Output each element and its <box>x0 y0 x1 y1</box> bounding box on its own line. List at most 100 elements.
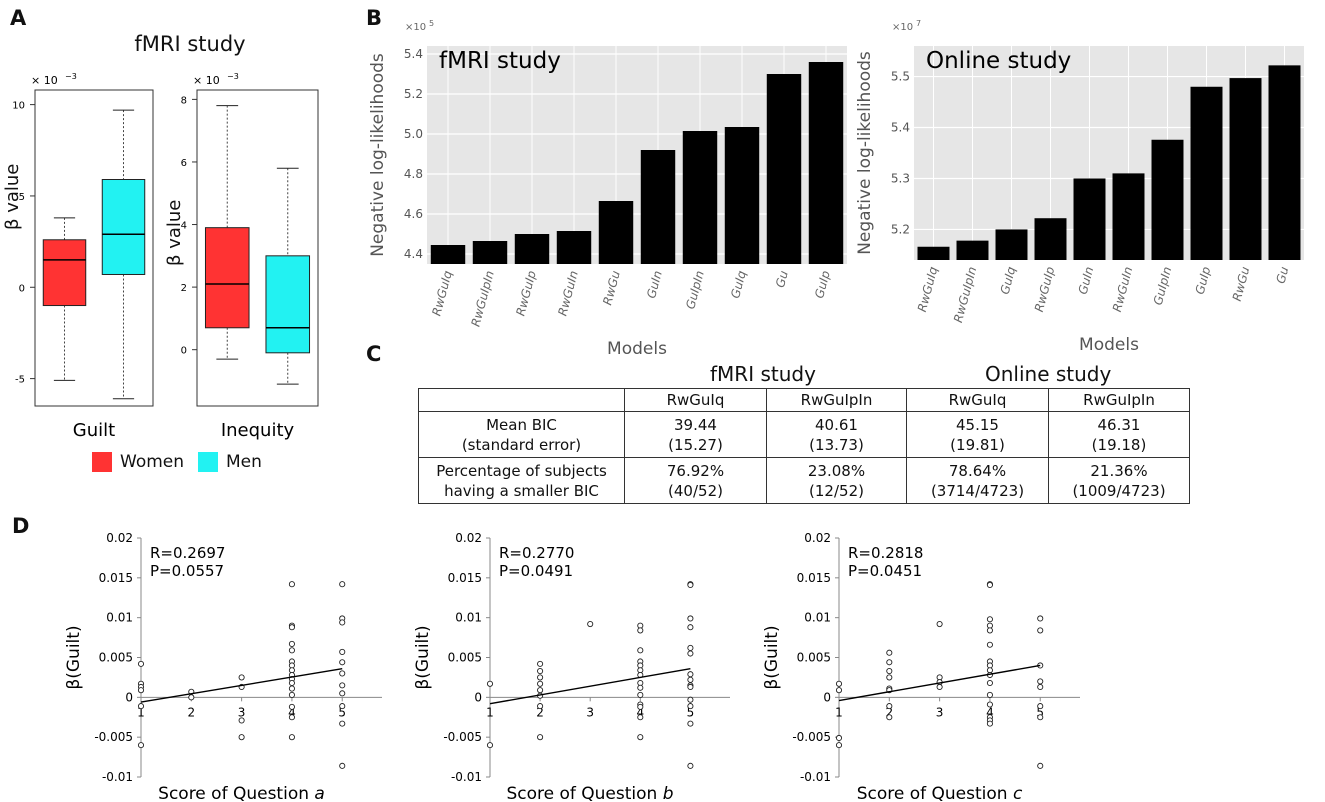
x-tick-label: 5 <box>338 705 346 719</box>
data-point <box>288 658 295 665</box>
bar-RwGuIpIn <box>956 240 989 260</box>
x-tick-label: RwGuIp <box>513 269 539 318</box>
bar-RwGuIp <box>514 234 550 264</box>
data-point <box>288 675 295 683</box>
table-header-cell: RwGuIq <box>624 388 767 412</box>
plot-background <box>427 46 847 264</box>
x-tick-label: RwGuIq <box>915 265 941 314</box>
plot-frame <box>34 89 154 407</box>
bar-GuIp <box>808 62 844 264</box>
y-tick-label: 0 <box>181 346 187 357</box>
data-point <box>537 692 544 699</box>
data-point <box>936 683 943 691</box>
data-point <box>687 720 694 727</box>
x-tick-label: RwGuIq <box>429 269 455 318</box>
correlation-r: R=0.2697 <box>150 544 225 562</box>
data-point <box>188 688 195 695</box>
bar-GuIn <box>640 150 676 264</box>
panel-a-ylabel-inequity: β value <box>164 199 185 266</box>
data-point <box>936 679 943 686</box>
data-point <box>339 682 346 689</box>
data-point <box>986 658 993 665</box>
y-axis-label: Negative log-likelihoods <box>855 51 875 255</box>
table-row-label: Mean BIC (standard error) <box>418 411 625 458</box>
data-point <box>1037 714 1044 721</box>
box-women <box>42 239 87 307</box>
data-point <box>637 684 644 691</box>
data-point <box>886 685 893 692</box>
x-tick-label: 2 <box>885 705 893 719</box>
data-point <box>886 649 893 656</box>
panel-label-a: A <box>10 6 27 30</box>
correlation-p: P=0.0491 <box>499 562 573 580</box>
correlation-p: P=0.0557 <box>150 562 224 580</box>
data-point <box>637 701 644 708</box>
table-cell-sub: (40/52) <box>668 481 723 500</box>
data-point <box>288 640 295 648</box>
x-tick-label: RwGuIn <box>555 269 580 317</box>
y-tick-label: -0.005 <box>443 730 482 744</box>
legend-label-men: Men <box>226 452 262 472</box>
y-tick-label: 5.4 <box>404 47 423 61</box>
data-point <box>537 680 544 687</box>
table-cell-value: 23.08% <box>807 461 866 480</box>
table-cell-value: 78.64% <box>948 461 1007 480</box>
x-tick-label: GuIq <box>728 269 749 300</box>
data-point <box>288 624 295 631</box>
table-row-label-line: Percentage of subjects <box>436 461 607 480</box>
table-group-title-online: Online study <box>985 362 1112 386</box>
axis-multiplier: ×10 <box>892 22 913 33</box>
data-point <box>886 714 893 721</box>
table-cell: 46.31 (19.18) <box>1048 411 1190 458</box>
x-tick-label: 5 <box>1036 705 1044 719</box>
x-tick-label: 2 <box>187 705 195 719</box>
chart-title: fMRI study <box>439 48 561 74</box>
y-axis-label: Negative log-likelihoods <box>368 53 388 257</box>
y-tick-label: 0.01 <box>455 611 482 625</box>
data-point <box>936 674 943 681</box>
y-tick-label: 0.005 <box>99 651 133 665</box>
data-point <box>687 676 694 683</box>
data-point <box>687 624 694 631</box>
correlation-p: P=0.0451 <box>848 562 922 580</box>
data-point <box>288 714 295 721</box>
data-point <box>637 714 644 721</box>
table-cell: 23.08% (12/52) <box>766 457 907 504</box>
x-tick-label: Gu <box>1273 265 1291 285</box>
axis-exponent: 7 <box>916 19 921 28</box>
x-tick-label: RwGu <box>600 269 623 307</box>
data-point <box>238 734 245 741</box>
data-point <box>687 682 694 689</box>
data-point <box>886 674 893 681</box>
axis-multiplier: × 10 <box>193 74 220 87</box>
data-point <box>137 703 145 710</box>
data-point <box>687 650 694 657</box>
axis-multiplier: × 10 <box>31 74 58 87</box>
box-men <box>101 179 146 275</box>
axis-exponent: −3 <box>227 72 239 81</box>
y-tick-label: 5.3 <box>891 171 910 185</box>
bar-GuIp <box>1190 86 1223 260</box>
x-tick-label: GuIpIn <box>1151 265 1175 307</box>
table-cell-value: 21.36% <box>1090 461 1148 480</box>
data-point <box>886 667 893 675</box>
table-cell-sub: (19.81) <box>950 435 1005 454</box>
chart-title: Online study <box>926 48 1071 74</box>
table-header-cell <box>418 388 625 412</box>
panel-a-legend: Women Men <box>92 452 262 472</box>
bar-Gu <box>1268 65 1301 260</box>
table-cell-value: 46.31 <box>1097 415 1141 434</box>
data-point <box>537 703 544 710</box>
x-tick-label: 2 <box>536 705 544 719</box>
regression-line <box>140 667 343 703</box>
data-point <box>288 662 295 669</box>
x-tick-label: GuIn <box>644 269 665 300</box>
data-point <box>986 627 993 634</box>
data-point <box>835 687 843 694</box>
bar-GuIq <box>724 127 760 264</box>
data-point <box>637 734 644 741</box>
data-point <box>637 627 644 634</box>
data-point <box>1037 615 1044 622</box>
panel-label-b: B <box>366 6 383 30</box>
table-cell: 45.15 (19.81) <box>906 411 1049 458</box>
